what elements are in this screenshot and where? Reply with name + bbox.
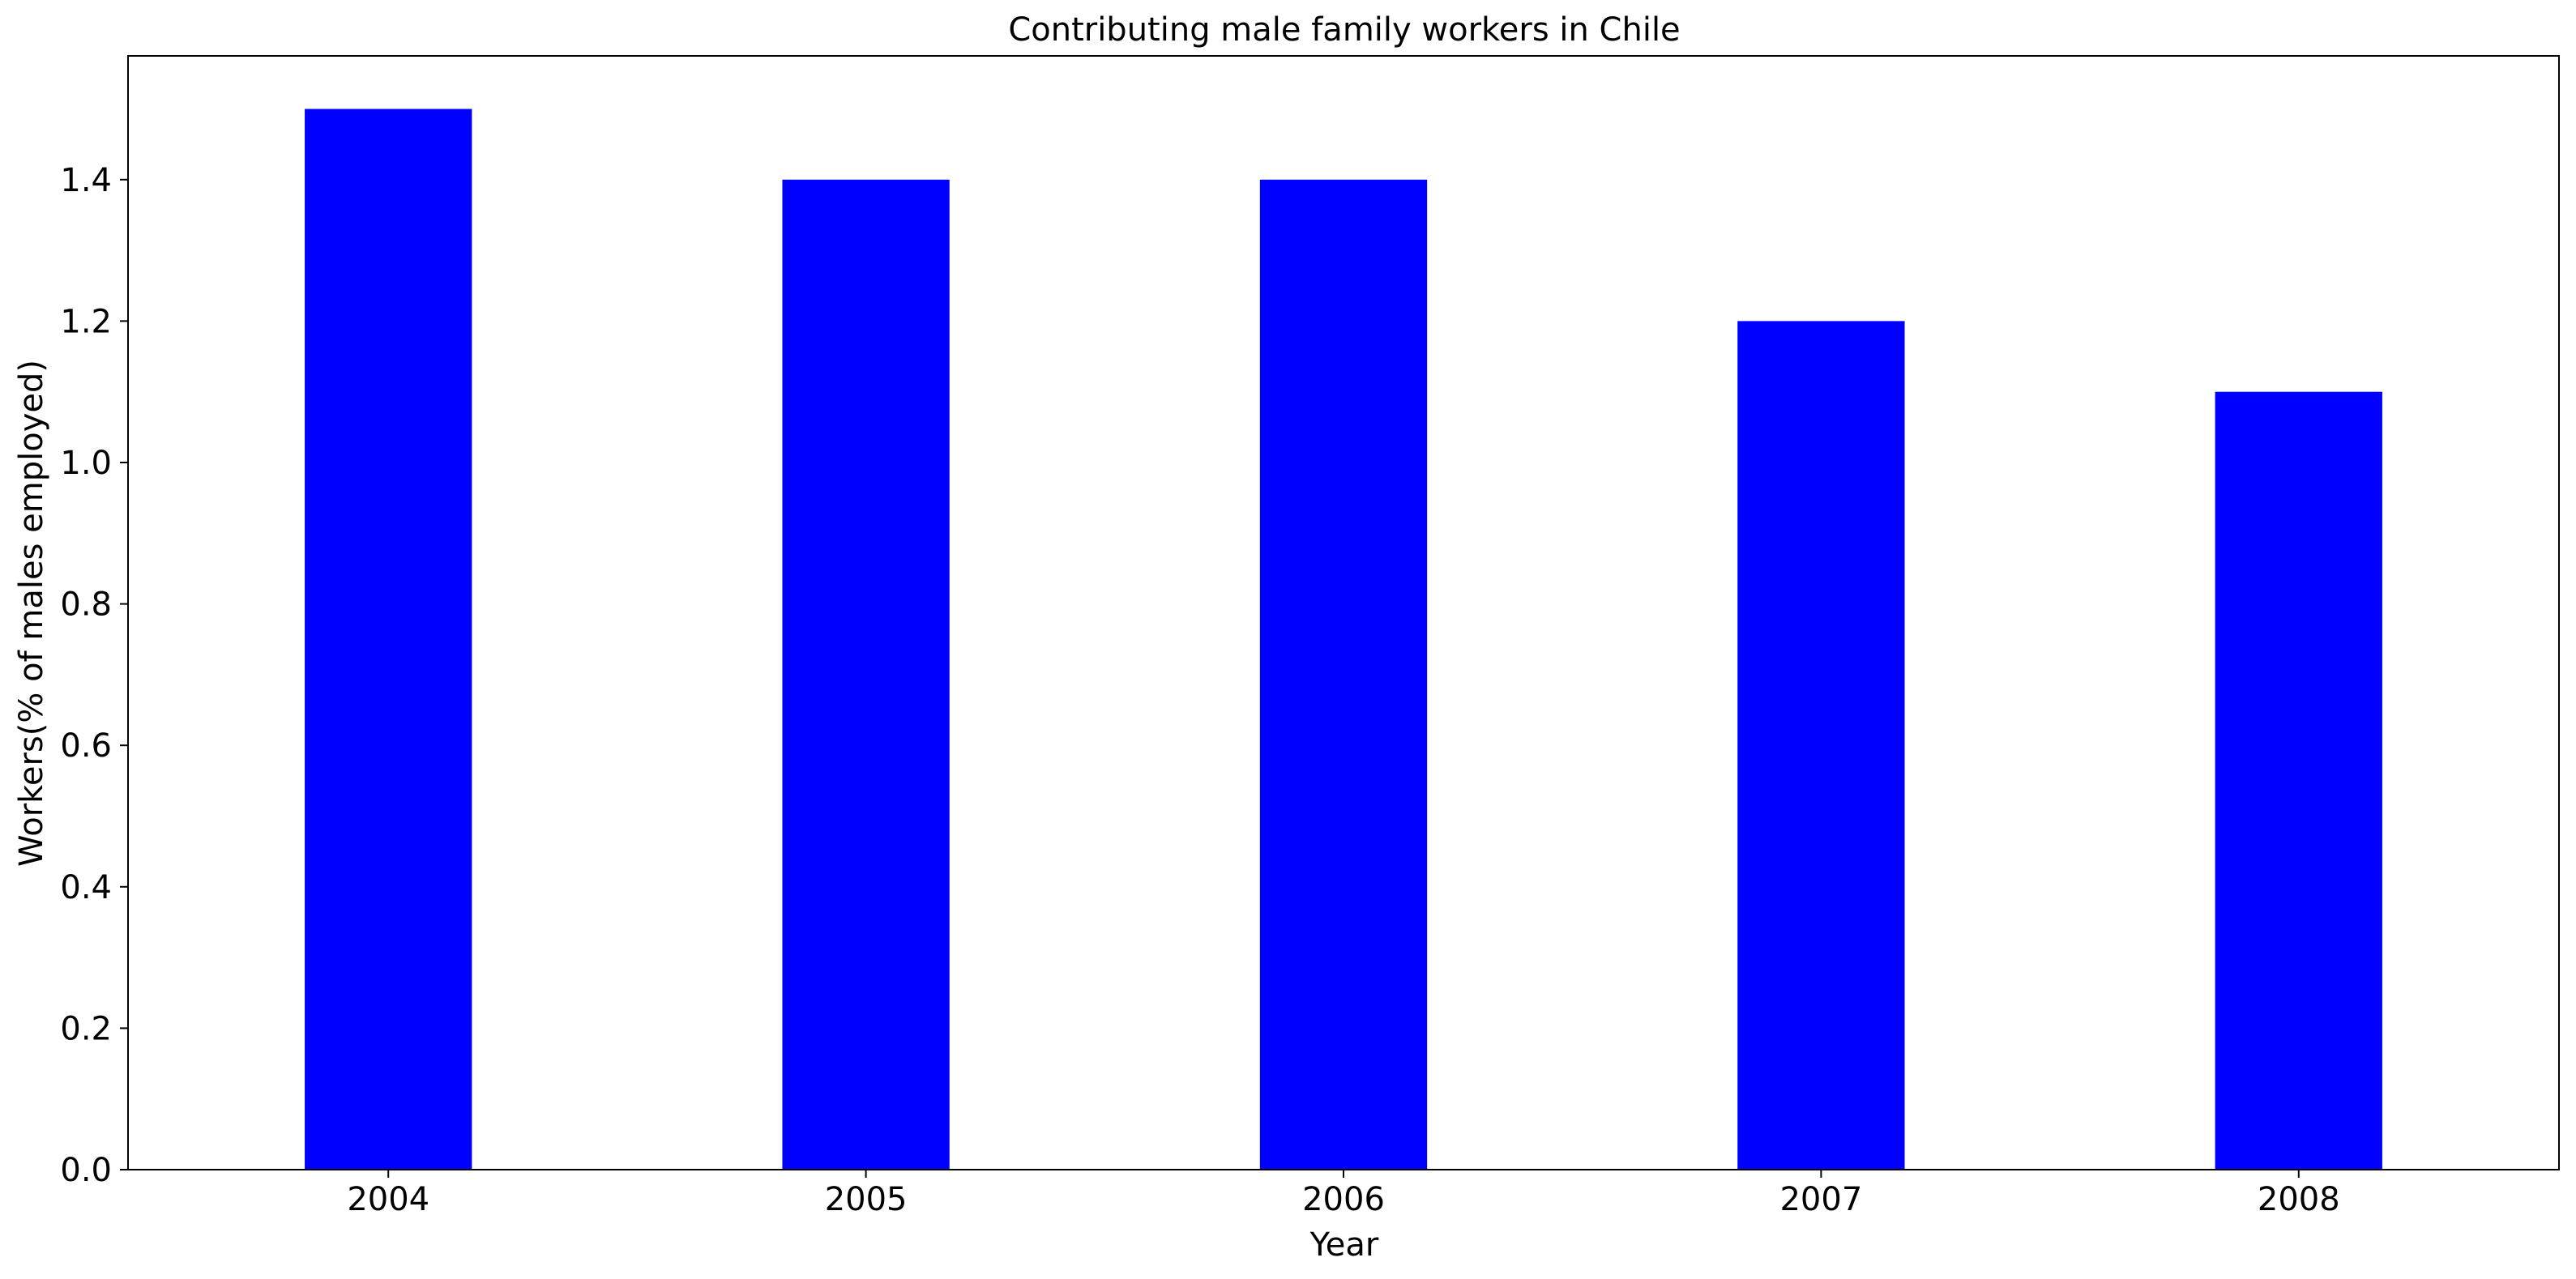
x-axis-label: Year [1309,1226,1379,1264]
y-tick-label: 0.4 [60,869,112,906]
plot-frame [127,55,2560,1170]
y-tick-label: 0.2 [60,1010,112,1047]
bar-2007 [1737,321,1905,1170]
x-tick-label: 2008 [2258,1181,2340,1218]
bar-2006 [1259,179,1428,1170]
x-tick-label: 2005 [825,1181,908,1218]
y-tick-label: 0.6 [60,727,112,765]
bar-2008 [2215,391,2382,1170]
y-axis-ticks: 0.0 0.2 0.4 0.6 0.8 1.0 1.2 1.4 [60,162,128,1189]
bar-2004 [305,109,472,1170]
y-tick-label: 0.0 [60,1152,112,1189]
y-tick-label: 1.4 [60,162,112,199]
y-axis-label: Workers(% of males employed) [13,360,50,867]
y-tick-label: 1.2 [60,303,112,340]
y-tick-label: 1.0 [60,445,112,482]
x-tick-label: 2006 [1302,1181,1385,1218]
bars-group [305,109,2382,1170]
x-tick-label: 2007 [1779,1181,1862,1218]
chart-title: Contributing male family workers in Chil… [1008,11,1680,49]
y-tick-label: 0.8 [60,586,112,624]
x-axis-ticks: 2004 2005 2006 2007 2008 [347,1170,2340,1218]
bar-2005 [782,179,950,1170]
x-tick-label: 2004 [347,1181,429,1218]
